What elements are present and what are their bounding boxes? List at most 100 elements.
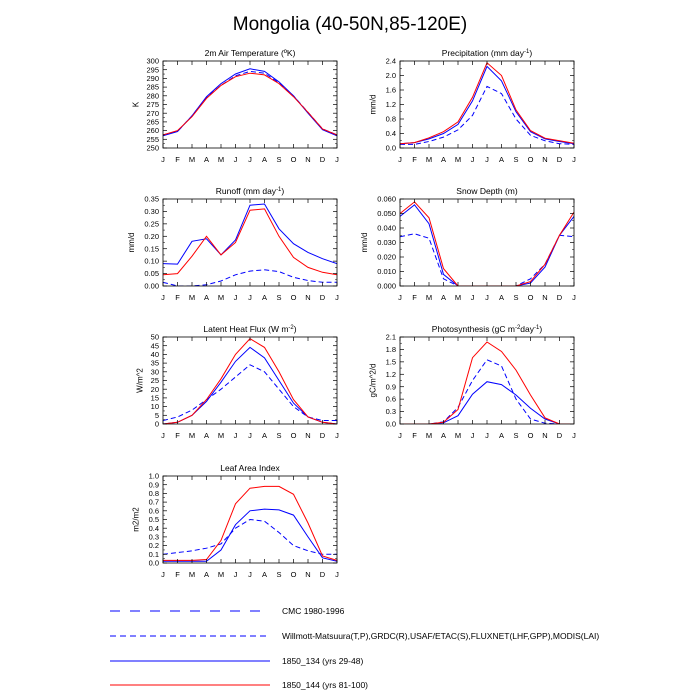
x-tick-label: M (189, 570, 195, 579)
x-tick-label: O (291, 570, 297, 579)
x-tick-label: N (305, 293, 310, 302)
y-tick-label: 0.020 (377, 253, 396, 262)
x-tick-label: J (335, 570, 339, 579)
panels-group: J F M A M J J A S O N D J250255260265270275280285290… (127, 48, 576, 579)
y-tick-label: 0.00 (144, 282, 159, 291)
x-tick-label: M (426, 293, 432, 302)
series-line-solid-red (163, 485, 337, 561)
y-tick-label: 0.1 (149, 550, 159, 559)
x-tick-label: S (276, 431, 281, 440)
x-tick-label: A (499, 293, 504, 302)
y-tick-label: 25 (151, 376, 159, 385)
y-tick-label: 300 (146, 57, 159, 66)
y-tick-label: 1.8 (386, 345, 396, 354)
y-tick-label: 270 (146, 109, 159, 118)
x-tick-label: A (262, 155, 267, 164)
panel-title: Latent Heat Flux (W m-2) (203, 324, 296, 334)
x-tick-label: O (528, 293, 534, 302)
legend-label: 1850_144 (yrs 81-100) (282, 680, 368, 690)
y-tick-label: 265 (146, 118, 159, 127)
x-tick-label: M (189, 155, 195, 164)
y-tick-label: 0.9 (149, 480, 159, 489)
y-tick-label: 0.5 (149, 515, 159, 524)
x-tick-label: J (471, 431, 475, 440)
x-tick-label: S (513, 431, 518, 440)
y-axis-label: mm/d (368, 95, 377, 115)
panel-title: 2m Air Temperature (ºK) (205, 48, 296, 58)
x-tick-label: J (485, 155, 489, 164)
x-tick-label: A (262, 570, 267, 579)
x-tick-label: F (412, 155, 417, 164)
x-tick-label: A (204, 431, 209, 440)
x-tick-label: M (426, 431, 432, 440)
x-tick-label: N (305, 155, 310, 164)
y-tick-label: 255 (146, 135, 159, 144)
series-line-dashed-blue (163, 269, 337, 286)
x-tick-label: M (218, 431, 224, 440)
legend-entry: 1850_144 (yrs 81-100) (110, 680, 368, 690)
y-tick-label: 0.030 (377, 238, 396, 247)
x-tick-label: N (542, 293, 547, 302)
legend-label: 1850_134 (yrs 29-48) (282, 656, 363, 666)
x-tick-label: N (542, 155, 547, 164)
x-tick-label: D (320, 570, 326, 579)
y-tick-label: 2.1 (386, 333, 396, 342)
y-tick-label: 1.6 (386, 86, 396, 95)
legend: CMC 1980-1996 Willmott-Matsuura(T,P),GRDC… (110, 606, 599, 690)
x-tick-label: J (335, 431, 339, 440)
x-tick-label: M (218, 155, 224, 164)
x-tick-label: S (276, 570, 281, 579)
y-axis-label: mm/d (360, 233, 369, 253)
y-tick-label: 0.8 (386, 115, 396, 124)
legend-label: CMC 1980-1996 (282, 606, 345, 616)
x-tick-label: J (572, 293, 576, 302)
y-tick-label: 0.30 (144, 207, 159, 216)
x-tick-label: J (161, 155, 165, 164)
series-line-solid-red (163, 72, 337, 136)
x-tick-label: F (175, 293, 180, 302)
y-tick-label: 0.0 (386, 420, 396, 429)
x-tick-label: F (175, 570, 180, 579)
y-tick-label: 40 (151, 350, 159, 359)
x-tick-label: J (335, 155, 339, 164)
x-tick-label: N (542, 431, 547, 440)
x-tick-label: A (441, 431, 446, 440)
x-tick-label: J (485, 293, 489, 302)
y-tick-label: 0.10 (144, 257, 159, 266)
panel-leaf-area-index: J F M A M J J A S O N D J0.00.10.20.30.40.50.60.70.8… (131, 463, 339, 579)
x-tick-label: A (499, 431, 504, 440)
y-tick-label: 0.2 (149, 541, 159, 550)
panel-title: Runoff (mm day-1) (216, 186, 285, 196)
y-tick-label: 30 (151, 367, 159, 376)
x-tick-label: J (485, 431, 489, 440)
x-tick-label: J (234, 293, 238, 302)
x-tick-label: J (471, 155, 475, 164)
y-tick-label: 2.4 (386, 57, 396, 66)
x-tick-label: A (441, 155, 446, 164)
x-tick-label: A (441, 293, 446, 302)
series-line-solid-red (400, 61, 574, 145)
x-tick-label: S (276, 293, 281, 302)
plot-frame (399, 336, 575, 425)
x-tick-label: M (189, 293, 195, 302)
x-tick-label: F (412, 293, 417, 302)
x-tick-label: J (398, 293, 402, 302)
panel-2m-air-temperature: J F M A M J J A S O N D J250255260265270275280285290… (131, 48, 339, 164)
x-tick-label: J (335, 293, 339, 302)
x-tick-label: D (557, 431, 563, 440)
x-tick-label: O (291, 431, 297, 440)
series-line-dashed-blue (400, 359, 574, 424)
x-tick-label: J (161, 570, 165, 579)
series-line-dashed-blue (163, 364, 337, 421)
x-tick-label: D (320, 431, 326, 440)
y-tick-label: 0.000 (377, 282, 396, 291)
y-axis-label: mm/d (127, 233, 136, 253)
x-tick-label: M (426, 155, 432, 164)
x-tick-label: O (528, 155, 534, 164)
y-axis-label: gC/m^2/d (368, 364, 377, 398)
y-tick-label: 0.6 (386, 395, 396, 404)
panel-title: Precipitation (mm day-1) (442, 48, 533, 58)
panel-snow-depth: J F M A M J J A S O N D J0.0000.0100.0200.0300.0400.… (360, 186, 576, 302)
series-line-solid-blue (400, 65, 574, 145)
